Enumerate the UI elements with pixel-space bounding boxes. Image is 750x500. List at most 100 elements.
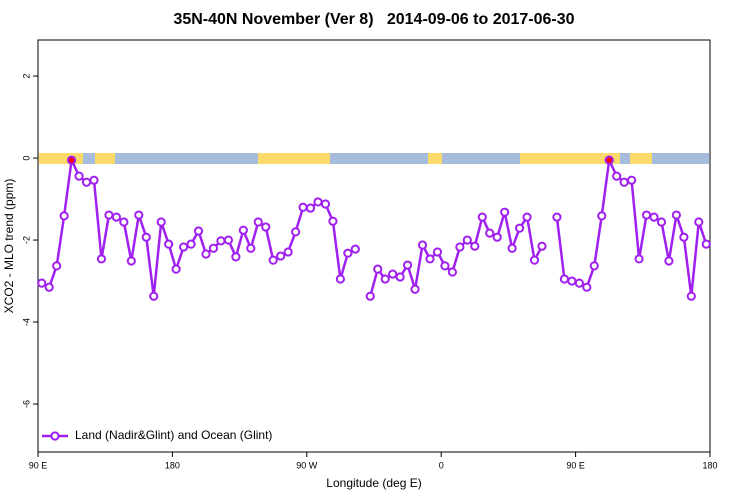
- land-band: [95, 153, 115, 164]
- y-tick-label: 0: [21, 156, 31, 161]
- land-band: [630, 153, 652, 164]
- x-axis-label: Longitude (deg E): [326, 476, 421, 490]
- data-point: [313, 197, 323, 207]
- x-tick-label: 180: [165, 460, 180, 470]
- data-point: [231, 252, 241, 262]
- data-point: [298, 202, 308, 212]
- data-point: [52, 261, 62, 271]
- data-point: [186, 239, 196, 249]
- data-point: [641, 210, 652, 220]
- data-point: [141, 232, 151, 242]
- data-point: [201, 249, 211, 259]
- land-band: [258, 153, 330, 164]
- data-point: [507, 243, 517, 253]
- data-point: [559, 274, 570, 284]
- data-point: [305, 203, 316, 213]
- x-tick-label: 0: [439, 460, 444, 470]
- data-point: [574, 278, 584, 288]
- data-point: [164, 239, 174, 249]
- data-point: [410, 284, 420, 294]
- data-point: [679, 232, 689, 242]
- data-point: [627, 175, 637, 185]
- data-point: [74, 171, 84, 181]
- data-point: [403, 260, 413, 270]
- data-point: [492, 232, 502, 242]
- data-point: [649, 212, 659, 222]
- data-point: [522, 212, 532, 222]
- data-point: [253, 217, 263, 227]
- data-point: [612, 171, 622, 181]
- data-point: [455, 242, 465, 252]
- data-point: [104, 210, 114, 220]
- data-point: [216, 236, 226, 246]
- data-point: [276, 251, 286, 261]
- data-point: [701, 239, 711, 249]
- data-point: [126, 256, 136, 266]
- x-tick-label: 90 E: [566, 460, 585, 470]
- data-point: [470, 241, 480, 251]
- data-point: [589, 261, 599, 271]
- data-point: [335, 274, 345, 284]
- data-point: [664, 256, 674, 266]
- data-point: [537, 241, 547, 251]
- data-point: [89, 175, 99, 185]
- data-point: [261, 222, 271, 232]
- data-point: [134, 210, 144, 220]
- data-point: [149, 291, 159, 301]
- data-point: [567, 276, 577, 286]
- data-point: [179, 242, 189, 252]
- y-axis-label: XCO2 - MLO trend (ppm): [2, 179, 16, 314]
- data-point: [238, 225, 248, 235]
- data-point: [597, 211, 607, 221]
- data-point: [432, 247, 443, 257]
- data-point: [37, 278, 47, 288]
- data-point: [373, 264, 383, 274]
- chart-title: 35N-40N November (Ver 8) 2014-09-06 to 2…: [173, 11, 574, 28]
- data-point: [388, 269, 398, 279]
- data-point: [485, 228, 495, 238]
- data-point: [552, 212, 562, 222]
- data-point: [619, 177, 629, 187]
- data-point: [328, 216, 338, 226]
- land-band: [520, 153, 620, 164]
- data-point: [515, 223, 525, 233]
- y-tick-label: -6: [21, 400, 31, 408]
- data-point: [111, 212, 122, 222]
- data-point: [671, 210, 682, 220]
- data-point: [380, 274, 390, 284]
- data-point: [395, 272, 405, 282]
- data-point: [156, 217, 166, 227]
- data-point: [529, 255, 540, 265]
- data-point: [208, 243, 219, 253]
- data-point: [59, 211, 69, 221]
- land-band: [428, 153, 442, 164]
- data-point: [96, 254, 107, 264]
- data-point: [283, 247, 293, 257]
- data-point: [67, 155, 77, 165]
- data-point: [81, 177, 92, 187]
- data-point: [268, 255, 278, 265]
- data-point: [320, 199, 331, 209]
- data-point: [447, 267, 457, 277]
- data-point: [477, 212, 487, 222]
- x-tick-label: 90 E: [29, 460, 48, 470]
- data-point: [246, 243, 256, 253]
- data-point: [686, 291, 696, 301]
- legend-marker: [50, 431, 60, 441]
- data-point: [291, 227, 301, 237]
- plot-frame: [37, 39, 711, 453]
- data-point: [656, 217, 667, 227]
- surface-strip: [39, 153, 709, 164]
- data-point: [425, 254, 435, 264]
- legend-label: Land (Nadir&Glint) and Ocean (Glint): [75, 428, 272, 442]
- ocean-band: [39, 153, 709, 164]
- data-point: [417, 240, 428, 250]
- y-tick-label: -2: [21, 236, 31, 244]
- y-tick-label: 2: [21, 74, 31, 79]
- data-point: [582, 282, 592, 292]
- data-point: [462, 235, 472, 245]
- data-point: [193, 226, 204, 236]
- data-point: [440, 261, 450, 271]
- land-band: [39, 153, 83, 164]
